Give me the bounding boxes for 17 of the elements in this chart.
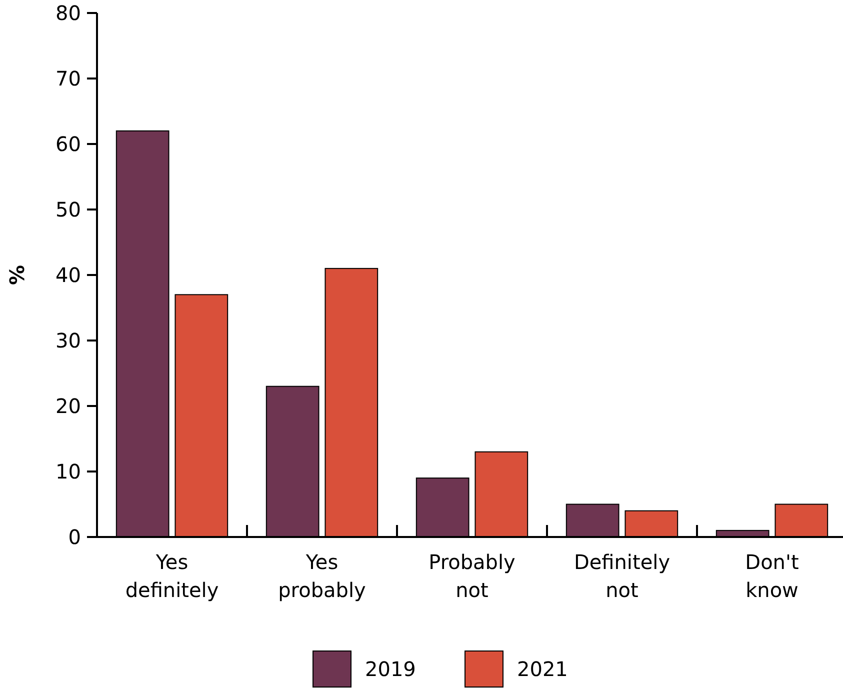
legend-label: 2019	[365, 657, 416, 681]
x-tick-label: Definitely not	[574, 550, 670, 602]
x-tick-label: Yes probably	[278, 550, 366, 602]
y-tick-label: 30	[56, 328, 81, 352]
y-tick-label: 70	[56, 66, 81, 90]
y-tick-label: 80	[56, 1, 81, 25]
y-axis-title: %	[5, 264, 29, 286]
y-tick-label: 40	[56, 263, 81, 287]
legend-label: 2021	[517, 657, 568, 681]
y-tick-label: 0	[68, 525, 81, 549]
y-tick-label: 60	[56, 132, 81, 156]
x-tick-label: Probably not	[428, 550, 516, 602]
y-tick-label: 50	[56, 198, 81, 222]
x-tick-label: Yes definitely	[125, 550, 219, 602]
y-tick-label: 20	[56, 394, 81, 418]
x-tick-label: Don't know	[745, 550, 799, 602]
y-tick-label: 10	[56, 460, 81, 484]
